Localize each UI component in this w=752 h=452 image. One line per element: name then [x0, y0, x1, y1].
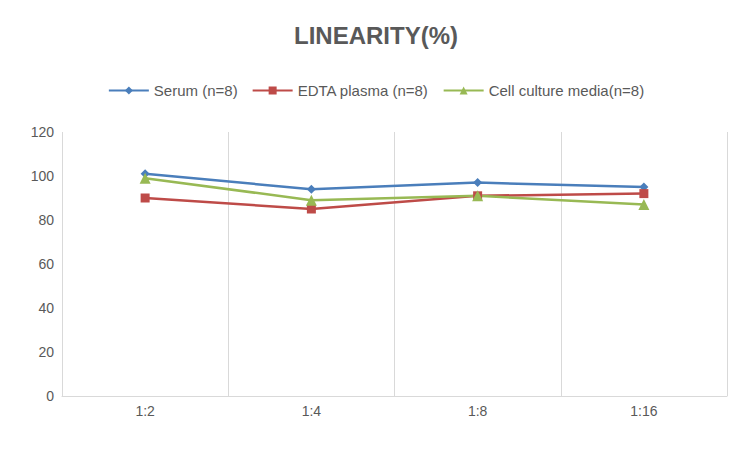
svg-text:EDTA plasma (n=8): EDTA plasma (n=8)	[298, 82, 428, 99]
svg-text:80: 80	[38, 212, 54, 228]
svg-text:20: 20	[38, 344, 54, 360]
svg-text:Serum (n=8): Serum (n=8)	[154, 82, 238, 99]
svg-text:1:16: 1:16	[630, 403, 657, 419]
svg-text:1:2: 1:2	[135, 403, 155, 419]
svg-text:120: 120	[31, 124, 55, 140]
svg-text:40: 40	[38, 300, 54, 316]
svg-text:100: 100	[31, 168, 55, 184]
svg-text:LINEARITY(%): LINEARITY(%)	[294, 22, 458, 49]
svg-text:0: 0	[46, 388, 54, 404]
svg-text:1:8: 1:8	[468, 403, 488, 419]
svg-text:Cell culture media(n=8): Cell culture media(n=8)	[489, 82, 644, 99]
svg-text:60: 60	[38, 256, 54, 272]
svg-text:1:4: 1:4	[302, 403, 322, 419]
